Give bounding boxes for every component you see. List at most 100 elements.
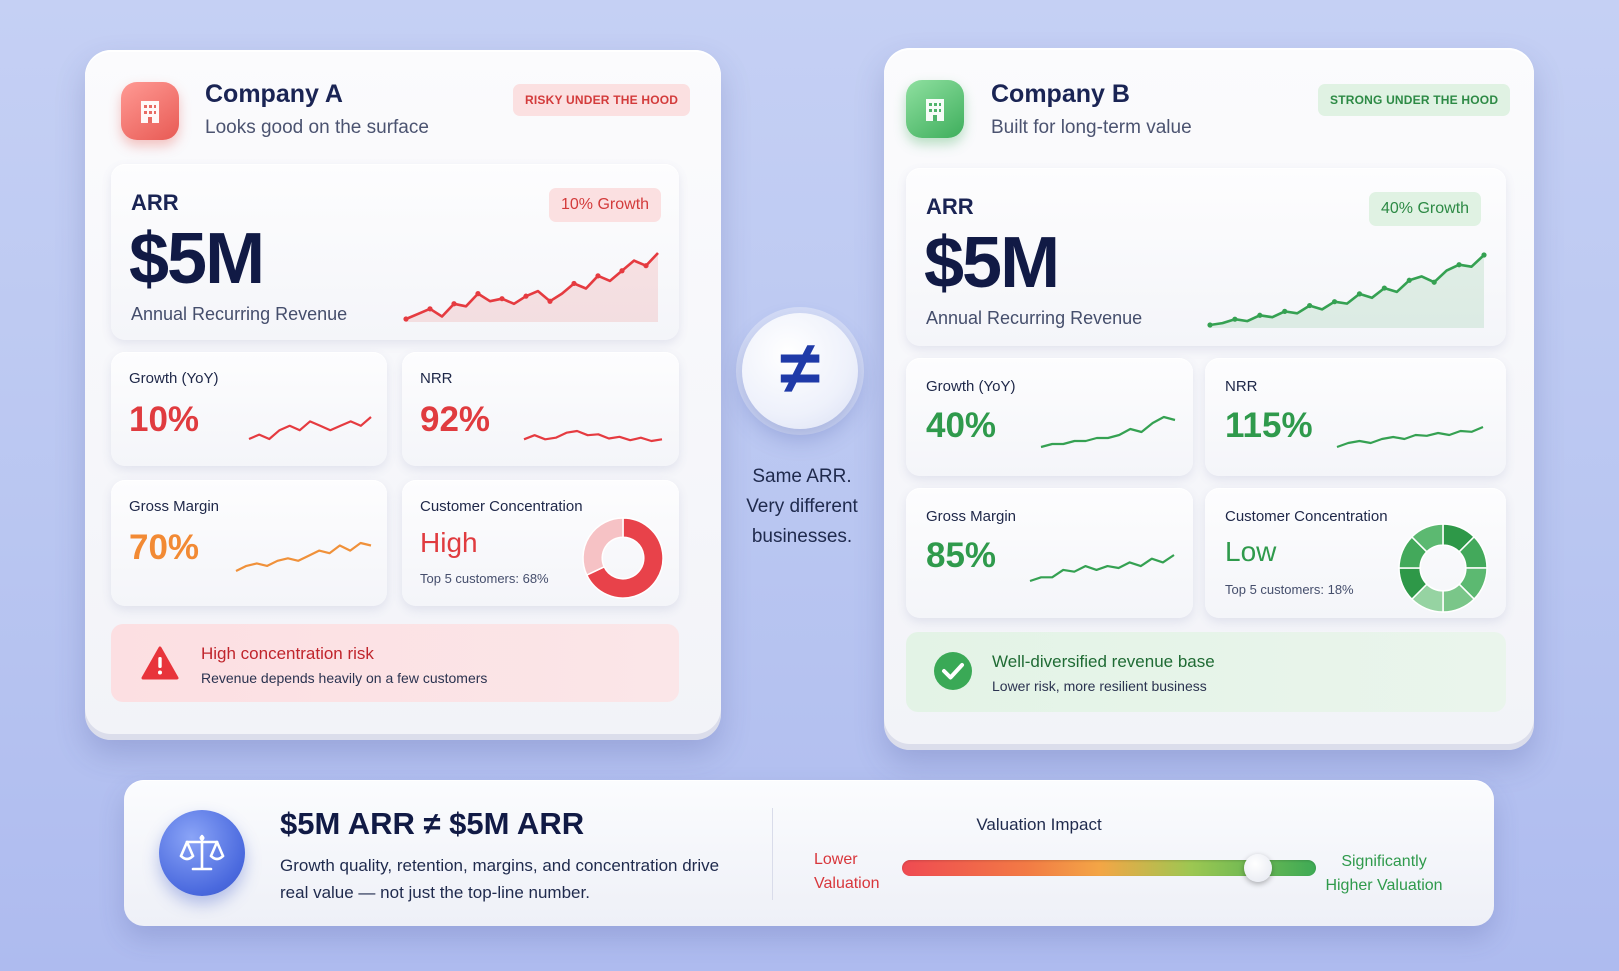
divider	[772, 808, 773, 900]
arr-card: ARR $5M Annual Recurring Revenue 40% Gro…	[906, 168, 1506, 346]
growth-value: 10%	[129, 400, 200, 439]
valuation-slider-knob[interactable]	[1244, 854, 1273, 882]
sparkline-point	[451, 301, 457, 307]
concentration-card: Customer Concentration High Top 5 custom…	[402, 480, 679, 606]
sparkline-line	[1336, 425, 1484, 449]
gross-margin-label: Gross Margin	[926, 508, 1017, 525]
label-line: Lower	[814, 851, 858, 868]
sparkline-point	[499, 296, 505, 302]
growth-badge: 40% Growth	[1369, 192, 1482, 226]
nrr-label: NRR	[1225, 378, 1258, 395]
diversified-alert: Well-diversified revenue base Lower risk…	[906, 632, 1506, 712]
arr-value: $5M	[129, 219, 265, 299]
growth-value: 40%	[926, 406, 997, 445]
sparkline-point	[1481, 252, 1487, 258]
company-name: Company B	[991, 80, 1130, 108]
growth-card: Growth (YoY) 40%	[906, 358, 1193, 476]
sparkline-line	[235, 541, 372, 572]
alert-text: Lower risk, more resilient business	[992, 678, 1207, 694]
sparkline-point	[403, 316, 409, 322]
arr-subtitle: Annual Recurring Revenue	[926, 308, 1143, 328]
sparkline-line	[523, 429, 663, 443]
sparkline-point	[547, 298, 553, 304]
sparkline-point	[427, 306, 433, 312]
company-a-panel: Company A Looks good on the surface RISK…	[85, 50, 721, 740]
concentration-value: High	[420, 527, 478, 558]
concentration-card: Customer Concentration Low Top 5 custome…	[1205, 488, 1506, 618]
nrr-card: NRR 92%	[402, 352, 679, 466]
gross-margin-value: 70%	[129, 528, 200, 567]
sparkline-point	[571, 280, 577, 287]
company-b-panel: Company B Built for long-term value STRO…	[884, 48, 1534, 750]
nrr-value: 92%	[420, 400, 491, 439]
arr-card: ARR $5M Annual Recurring Revenue 10% Gro…	[111, 164, 679, 340]
concentration-note: Top 5 customers: 18%	[1225, 582, 1354, 597]
growth-sparkline	[1040, 415, 1176, 449]
summary-bar: $5M ARR ≠ $5M ARR Growth quality, retent…	[124, 780, 1494, 926]
check-icon	[934, 652, 972, 690]
status-badge: RISKY UNDER THE HOOD	[513, 84, 691, 116]
sparkline-point	[1331, 299, 1338, 305]
sparkline-point	[1456, 262, 1462, 268]
higher-valuation-label: Significantly Higher Valuation	[1304, 850, 1464, 898]
concentration-label: Customer Concentration	[420, 498, 583, 515]
sparkline-point	[595, 273, 601, 279]
company-subtitle: Built for long-term value	[991, 117, 1192, 138]
nrr-label: NRR	[420, 370, 453, 387]
sparkline-point	[1282, 308, 1288, 314]
sparkline-point	[1257, 312, 1263, 318]
arr-subtitle: Annual Recurring Revenue	[131, 304, 348, 324]
sparkline-line	[1209, 254, 1485, 327]
sparkline-area	[1210, 255, 1484, 328]
arr-label: ARR	[926, 194, 974, 219]
gross-margin-label: Gross Margin	[129, 498, 220, 515]
growth-label: Growth (YoY)	[926, 378, 1016, 395]
gross-margin-card: Gross Margin 85%	[906, 488, 1193, 618]
gross-margin-card: Gross Margin 70%	[111, 480, 387, 606]
summary-headline: $5M ARR ≠ $5M ARR	[280, 806, 585, 841]
sparkline-line	[1040, 415, 1176, 449]
company-subtitle: Looks good on the surface	[205, 117, 429, 138]
status-badge: STRONG UNDER THE HOOD	[1318, 84, 1511, 116]
building-icon	[121, 82, 179, 140]
sparkline-point	[643, 263, 649, 269]
sparkline-line	[1029, 554, 1175, 583]
center-caption: Same ARR. Very different businesses.	[722, 462, 882, 552]
sparkline-line	[405, 252, 659, 321]
building-icon	[906, 80, 964, 138]
nrr-sparkline	[1336, 425, 1484, 449]
not-equal-icon: ≠	[779, 326, 821, 409]
concentration-label: Customer Concentration	[1225, 508, 1388, 525]
donut-slice-rest	[582, 517, 624, 577]
valuation-impact-title: Valuation Impact	[976, 815, 1102, 834]
alert-title: High concentration risk	[201, 644, 374, 663]
caption-line: businesses.	[751, 526, 853, 547]
sparkline-point	[1356, 291, 1363, 297]
gross-margin-sparkline	[1029, 554, 1175, 583]
gross-margin-sparkline	[235, 541, 372, 572]
valuation-slider-track	[902, 854, 1316, 882]
lower-valuation-label: Lower Valuation	[814, 848, 894, 896]
donut-slice-top5	[585, 517, 664, 599]
sparkline-point	[1307, 302, 1313, 309]
sparkline-point	[1232, 316, 1238, 322]
concentration-value: Low	[1225, 536, 1277, 567]
concentration-donut	[1398, 523, 1488, 613]
label-line: Valuation	[814, 875, 880, 892]
gross-margin-value: 85%	[926, 536, 997, 575]
nrr-sparkline	[523, 429, 663, 443]
warning-icon	[141, 646, 179, 680]
arr-value: $5M	[924, 223, 1060, 303]
sparkline-area	[406, 253, 658, 322]
scale-icon	[159, 810, 245, 896]
sparkline-point	[1381, 285, 1387, 291]
sparkline-point	[1431, 279, 1437, 285]
growth-sparkline	[248, 416, 372, 441]
sparkline-point	[523, 293, 529, 299]
sparkline-point	[1406, 277, 1412, 283]
growth-card: Growth (YoY) 10%	[111, 352, 387, 466]
nrr-value: 115%	[1225, 406, 1313, 445]
concentration-note: Top 5 customers: 68%	[420, 571, 549, 586]
concentration-donut	[582, 517, 664, 599]
caption-line: Very different	[746, 496, 858, 517]
